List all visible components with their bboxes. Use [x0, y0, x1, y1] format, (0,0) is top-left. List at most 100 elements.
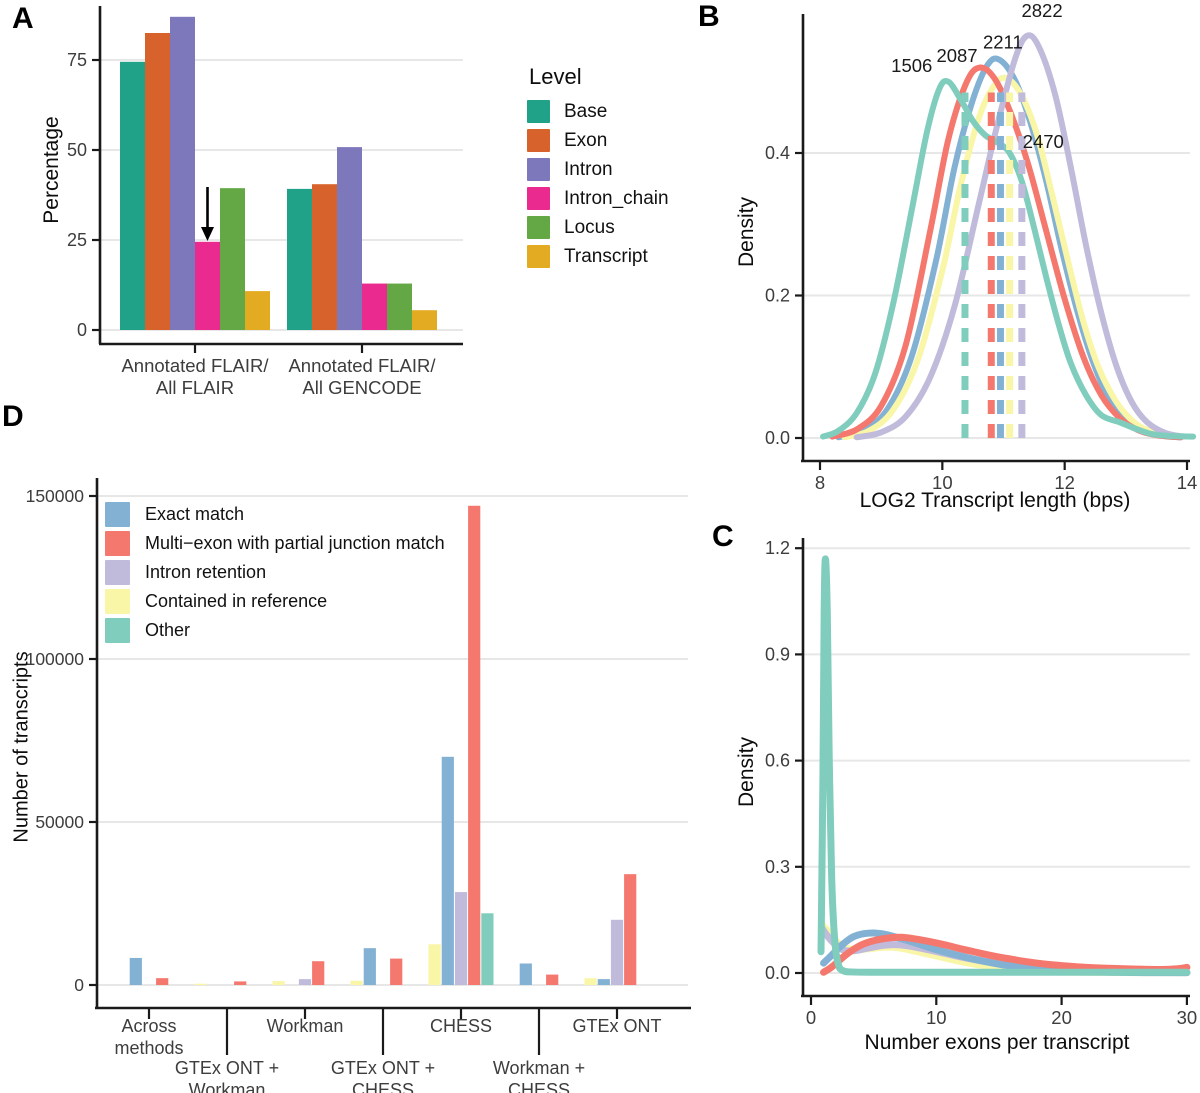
- level-legend-item: Transcript: [527, 245, 669, 268]
- x-tick-label: 8: [815, 472, 825, 493]
- x-tick-label: methods: [114, 1038, 183, 1058]
- bar-intron: [337, 147, 362, 330]
- y-tick-label: 0.0: [765, 963, 790, 983]
- legend-label: Intron_chain: [564, 187, 669, 209]
- y-tick-label: 100000: [26, 649, 85, 669]
- panel-d-letter: D: [2, 400, 24, 433]
- legend-label: Other: [145, 620, 191, 640]
- panel-a-letter: A: [12, 2, 34, 35]
- bar-locus: [220, 188, 245, 330]
- bar-multi-exon-with-partial-junction-match: [234, 981, 247, 985]
- y-tick-label: 0.3: [765, 857, 790, 877]
- legend-swatch: [105, 589, 130, 614]
- bar-exact-match: [129, 957, 142, 985]
- mean-value-annotation: 2087: [936, 45, 977, 66]
- legend-label: Base: [564, 100, 608, 122]
- x-tick-label: 10: [926, 1007, 947, 1028]
- y-tick-label: 0: [74, 975, 84, 995]
- x-tick-label: GTEx ONT +: [331, 1058, 435, 1078]
- bar-contained-in-reference: [272, 981, 285, 985]
- density-curve-multi-exon-with-partial-junction-match: [820, 933, 1191, 976]
- bar-multi-exon-with-partial-junction-match: [546, 974, 559, 985]
- category-legend-item: Multi−exon with partial junction match: [105, 531, 445, 556]
- level-legend: Level Base Exon Intron Intron_chain Locus Tra…: [527, 64, 669, 274]
- y-tick-label: 1.2: [765, 538, 790, 558]
- bar-contained-in-reference: [584, 978, 597, 985]
- bar-multi-exon-with-partial-junction-match: [468, 505, 481, 985]
- x-tick-label: Workman: [189, 1080, 266, 1093]
- panel-c-y-axis-title: Density: [735, 736, 758, 808]
- legend-swatch: [527, 100, 550, 123]
- y-tick-label: 0.6: [765, 751, 790, 771]
- bar-exact-match: [597, 979, 610, 985]
- panel-b-letter: B: [698, 0, 720, 33]
- panel-d-y-axis-title: Number of transcripts: [10, 651, 33, 843]
- y-tick-label: 0: [77, 320, 87, 340]
- category-legend-item: Contained in reference: [105, 589, 445, 614]
- mean-value-annotation: 2211: [983, 31, 1023, 52]
- bar-intron_chain: [362, 283, 387, 330]
- x-tick-label: 10: [932, 472, 953, 493]
- level-legend-item: Intron: [527, 158, 669, 181]
- x-tick-label: CHESS: [430, 1016, 492, 1036]
- mean-value-annotation: 2822: [1021, 0, 1062, 21]
- level-legend-item: Locus: [527, 216, 669, 239]
- bar-multi-exon-with-partial-junction-match: [624, 874, 637, 985]
- level-legend-title: Level: [529, 64, 582, 89]
- bar-contained-in-reference: [194, 983, 207, 985]
- bar-base: [120, 61, 145, 331]
- legend-label: Multi−exon with partial junction match: [145, 533, 445, 553]
- panel-b-x-axis-title: LOG2 Transcript length (bps): [859, 489, 1131, 512]
- density-curve-intron-retention: [853, 32, 1187, 441]
- x-tick-label: CHESS: [352, 1080, 414, 1093]
- panel-a-y-axis-title: Percentage: [40, 116, 63, 224]
- bar-intron_chain: [195, 241, 220, 330]
- x-tick-label: Annotated FLAIR/: [121, 355, 269, 376]
- y-tick-label: 0.9: [765, 644, 790, 664]
- legend-swatch: [527, 129, 550, 152]
- mean-value-annotation: 1506: [891, 55, 932, 76]
- bar-other: [481, 913, 494, 985]
- x-tick-label: All FLAIR: [156, 377, 234, 398]
- bar-exact-match: [441, 756, 454, 985]
- bar-contained-in-reference: [350, 980, 363, 985]
- x-tick-label: 20: [1051, 1007, 1072, 1028]
- x-tick-label: 12: [1054, 472, 1075, 493]
- y-tick-label: 0.0: [765, 428, 790, 448]
- legend-swatch: [527, 245, 550, 268]
- mean-value-annotation: 2470: [1023, 131, 1064, 152]
- bar-exon: [145, 33, 170, 330]
- bar-multi-exon-with-partial-junction-match: [312, 961, 325, 985]
- y-tick-label: 0.2: [765, 286, 790, 306]
- bar-multi-exon-with-partial-junction-match: [390, 958, 403, 985]
- legend-swatch: [105, 560, 130, 585]
- bar-locus: [387, 283, 412, 330]
- x-tick-label: Annotated FLAIR/: [288, 355, 436, 376]
- legend-swatch: [527, 187, 550, 210]
- panel-c-letter: C: [712, 520, 734, 553]
- bar-base: [287, 188, 312, 330]
- y-tick-label: 50000: [35, 812, 84, 832]
- bar-exact-match: [519, 963, 532, 985]
- x-tick-label: 0: [806, 1007, 816, 1028]
- bar-exon: [312, 184, 337, 330]
- x-tick-label: All GENCODE: [302, 377, 421, 398]
- level-legend-item: Base: [527, 100, 669, 123]
- bar-multi-exon-with-partial-junction-match: [156, 978, 169, 985]
- bar-contained-in-reference: [428, 944, 441, 985]
- bar-transcript: [412, 310, 437, 330]
- y-tick-label: 50: [67, 140, 87, 160]
- bar-transcript: [245, 291, 270, 330]
- legend-label: Intron: [564, 158, 613, 180]
- bar-intron-retention: [454, 892, 468, 985]
- bar-exact-match: [363, 948, 376, 985]
- bar-intron: [170, 16, 195, 331]
- arrow-annotation-head: [201, 227, 214, 241]
- y-tick-label: 0.4: [765, 143, 790, 163]
- legend-swatch: [105, 502, 130, 527]
- legend-label: Exact match: [145, 504, 245, 524]
- match-category-legend: Exact match Multi−exon with partial junct…: [101, 499, 455, 648]
- x-tick-label: CHESS: [508, 1080, 570, 1093]
